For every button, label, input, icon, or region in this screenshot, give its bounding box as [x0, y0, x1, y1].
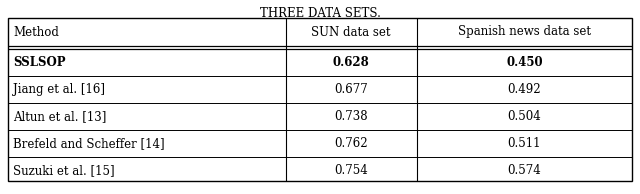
Text: Jiang et al. [16]: Jiang et al. [16]: [13, 83, 105, 96]
Text: Method: Method: [13, 25, 59, 38]
Text: SSLSOP: SSLSOP: [13, 56, 65, 69]
Text: 0.754: 0.754: [334, 164, 368, 177]
Text: Altun et al. [13]: Altun et al. [13]: [13, 110, 106, 123]
Text: 0.677: 0.677: [334, 83, 368, 96]
Text: Suzuki et al. [15]: Suzuki et al. [15]: [13, 164, 115, 177]
Text: 0.492: 0.492: [508, 83, 541, 96]
Text: 0.450: 0.450: [506, 56, 543, 69]
Text: 0.574: 0.574: [508, 164, 541, 177]
Text: Brefeld and Scheffer [14]: Brefeld and Scheffer [14]: [13, 137, 164, 150]
Text: Spanish news data set: Spanish news data set: [458, 25, 591, 38]
Text: 0.738: 0.738: [334, 110, 368, 123]
Text: 0.504: 0.504: [508, 110, 541, 123]
Text: THREE DATA SETS.: THREE DATA SETS.: [260, 7, 380, 20]
Text: 0.511: 0.511: [508, 137, 541, 150]
Text: 0.628: 0.628: [333, 56, 369, 69]
Bar: [8, 18, 632, 181]
Text: SUN data set: SUN data set: [312, 25, 391, 38]
Text: 0.762: 0.762: [334, 137, 368, 150]
